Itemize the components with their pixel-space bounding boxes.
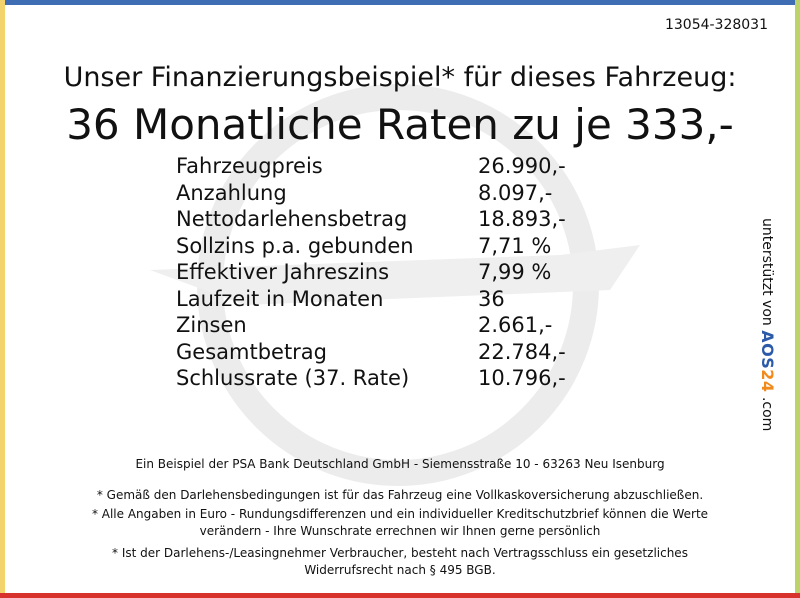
sponsor-domain: .com: [759, 396, 775, 432]
row-label: Zinsen: [176, 313, 247, 337]
left-border: [0, 0, 5, 598]
row-value: 2.661,-: [478, 313, 553, 337]
headline: 36 Monatliche Raten zu je 333,-: [66, 100, 734, 149]
footer-line: * Alle Angaben in Euro - Rundungsdiffere…: [91, 507, 709, 521]
row-label: Schlussrate (37. Rate): [176, 366, 410, 390]
row-value: 18.893,-: [478, 207, 566, 231]
footer-line: * Ist der Darlehens-/Leasingnehmer Verbr…: [112, 546, 688, 560]
row-value: 36: [478, 286, 505, 311]
row-value: 7,99 %: [478, 260, 552, 284]
footer-line: Widerrufsrecht nach § 495 BGB.: [304, 563, 496, 577]
logo-part: 24: [758, 369, 777, 393]
document-id: 13054-328031: [664, 17, 768, 33]
right-border: [795, 0, 800, 598]
row-value: 8.097,-: [478, 180, 553, 205]
row-value: 26.990,-: [478, 154, 566, 178]
footer-line: verändern - Ihre Wunschrate errechnen wi…: [199, 524, 601, 538]
footer-line: Ein Beispiel der PSA Bank Deutschland Gm…: [135, 457, 665, 471]
sponsor-text: unterstützt von: [759, 218, 775, 331]
top-border: [0, 0, 800, 5]
row-value: 7,71 %: [478, 233, 552, 258]
row-value: 22.784,-: [478, 339, 566, 364]
logo-part: AOS: [758, 330, 777, 370]
row-label: Effektiver Jahreszins: [176, 260, 390, 284]
sponsor-logo: AOS24: [758, 330, 777, 392]
sponsor: unterstützt von AOS24 .com: [758, 218, 777, 431]
row-value: 10.796,-: [478, 366, 566, 390]
row-label: Fahrzeugpreis: [176, 154, 323, 178]
bottom-border: [0, 593, 800, 598]
title: Unser Finanzierungsbeispiel* für dieses …: [63, 62, 737, 93]
row-label: Gesamtbetrag: [176, 339, 328, 364]
row-label: Laufzeit in Monaten: [176, 286, 384, 311]
row-label: Sollzins p.a. gebunden: [176, 233, 414, 258]
row-label: Nettodarlehensbetrag: [176, 207, 408, 231]
row-label: Anzahlung: [176, 180, 287, 205]
footer-line: * Gemäß den Darlehensbedingungen ist für…: [96, 488, 704, 502]
